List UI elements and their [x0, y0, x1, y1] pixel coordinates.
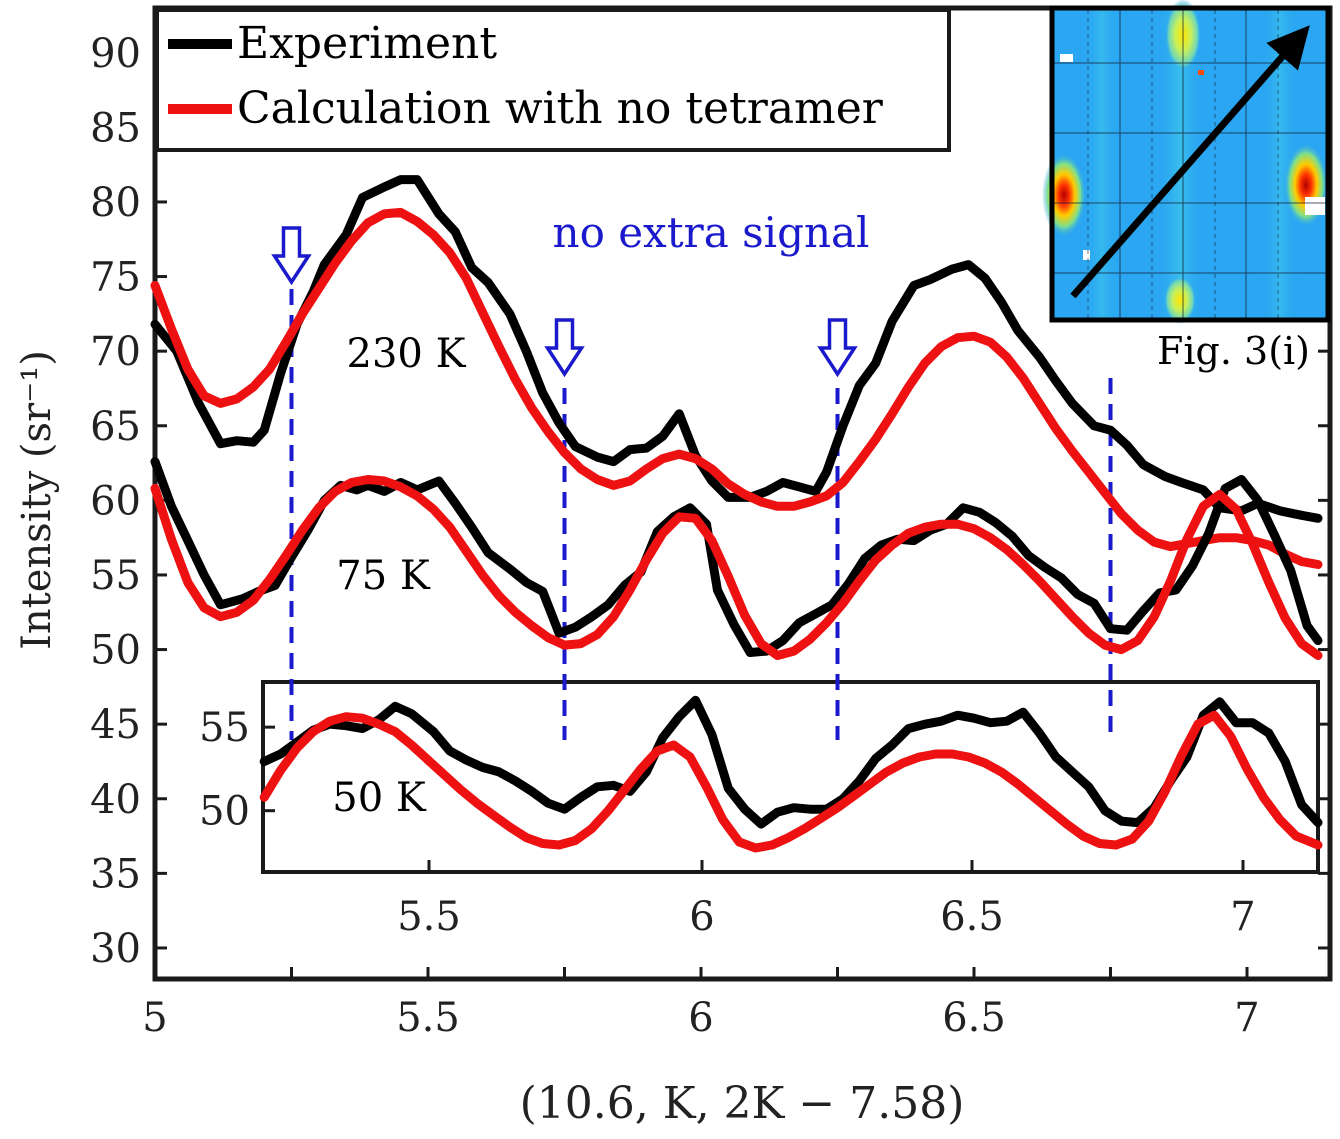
label-50k: 50 K: [332, 775, 427, 821]
y-tick-label: 75: [90, 255, 141, 301]
inset-ticks: 50 55 5.5 6 6.5 7: [199, 705, 1256, 940]
y-tick-label: 90: [90, 31, 141, 77]
x-axis-ticks: 5 5.5 6 6.5 7: [142, 8, 1260, 1041]
map-inset: Fig. 3(i): [1042, 0, 1331, 373]
legend-label-experiment: Experiment: [237, 18, 497, 69]
series-50-k-calculation: [259, 710, 1323, 853]
series-230-k-calculation: [150, 207, 1323, 569]
label-75k: 75 K: [336, 553, 431, 599]
y-tick-label: 55: [90, 553, 141, 599]
down-arrow: [271, 226, 312, 286]
y-tick-label: 80: [90, 180, 141, 226]
inset-x-tick-label: 6: [689, 894, 714, 940]
y-tick-label: 40: [90, 777, 141, 823]
map-arrow: [1070, 25, 1310, 299]
inset-y-tick-label: 50: [199, 789, 250, 835]
y-tick-label: 60: [90, 478, 141, 524]
map-caption: Fig. 3(i): [1157, 329, 1310, 373]
y-tick-label: 45: [90, 702, 141, 748]
down-arrows: [271, 226, 858, 378]
y-tick-label: 30: [90, 926, 141, 972]
y-tick-label: 85: [90, 105, 141, 151]
y-tick-label: 50: [90, 628, 141, 674]
x-axis-label: (10.6, K, 2K − 7.58): [520, 1078, 965, 1129]
x-tick-label: 6: [688, 995, 713, 1041]
legend-box: [155, 8, 951, 152]
series-75-k-calculation: [150, 475, 1323, 660]
x-tick-label: 5: [142, 995, 167, 1041]
label-230k: 230 K: [347, 331, 467, 377]
inset-x-tick-label: 6.5: [940, 894, 1004, 940]
series-75-k-experiment: [150, 457, 1323, 657]
y-tick-label: 70: [90, 329, 141, 375]
down-arrow: [544, 318, 585, 378]
y-axis-label: Intensity (sr⁻¹): [14, 350, 60, 650]
inset-x-tick-label: 5.5: [397, 894, 461, 940]
down-arrow: [817, 318, 858, 378]
x-tick-label: 6.5: [942, 995, 1006, 1041]
y-tick-label: 65: [90, 404, 141, 450]
x-tick-label: 7: [1234, 995, 1259, 1041]
series-50-k-experiment: [259, 695, 1323, 829]
inset-x-tick-label: 7: [1230, 894, 1255, 940]
map-frame: [1049, 5, 1331, 323]
inset-y-tick-label: 55: [199, 705, 250, 751]
series-230-k-experiment: [150, 175, 1323, 523]
annotation-no-extra-signal: no extra signal: [553, 208, 870, 257]
legend-label-calculation: Calculation with no tetramer: [237, 83, 884, 134]
series-group: [150, 175, 1323, 853]
x-tick-label: 5.5: [396, 995, 460, 1041]
y-axis-ticks: 30 35 40 45 50 55 60 65 70 75 80 85 90: [90, 31, 1330, 972]
legend: Experiment Calculation with no tetramer: [155, 8, 951, 152]
y-tick-label: 35: [90, 851, 141, 897]
